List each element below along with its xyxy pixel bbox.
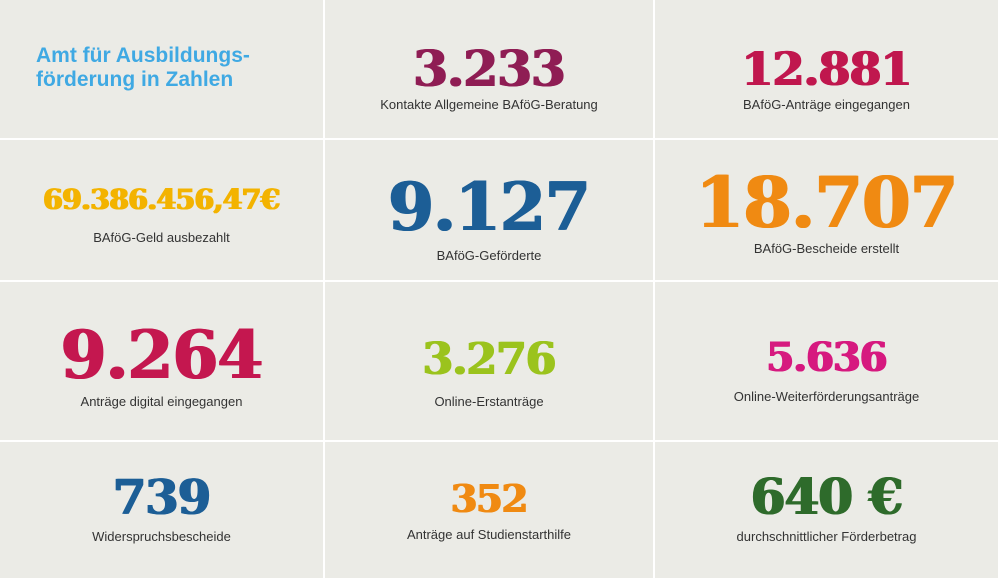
- stat-card-weiterfoerderung: 5.636 Online-Weiterförderungsanträge: [655, 282, 1000, 442]
- stat-label: Anträge digital eingegangen: [80, 394, 243, 409]
- stat-card-foerderbetrag: 640 € durchschnittlicher Förderbetrag: [655, 442, 1000, 580]
- stat-value: 3.233: [413, 39, 566, 98]
- stat-value: 9.127: [388, 168, 591, 246]
- title-line-2: förderung in Zahlen: [36, 68, 234, 91]
- stat-label: Kontakte Allgemeine BAföG-Beratung: [380, 97, 598, 112]
- stat-value: 352: [450, 476, 528, 521]
- stat-card-gefoerderte: 9.127 BAföG-Geförderte: [325, 140, 655, 282]
- stat-card-erstantraege: 3.276 Online-Erstanträge: [325, 282, 655, 442]
- title-cell: Amt für Ausbildungs- förderung in Zahlen: [0, 0, 325, 140]
- stat-card-bescheide: 18.707 BAföG-Bescheide erstellt: [655, 140, 1000, 282]
- stat-card-studienstarthilfe: 352 Anträge auf Studienstarthilfe: [325, 442, 655, 580]
- stat-card-geld: 69.386.456,47€ BAföG-Geld ausbezahlt: [0, 140, 325, 282]
- stat-value: 5.636: [766, 334, 887, 381]
- stat-label: BAföG-Geld ausbezahlt: [93, 230, 230, 245]
- stat-value: 739: [112, 470, 211, 526]
- stat-value: 18.707: [695, 161, 959, 244]
- stat-label: Online-Erstanträge: [434, 394, 544, 409]
- stat-label: BAföG-Bescheide erstellt: [753, 241, 900, 256]
- stat-value: 12.881: [741, 42, 912, 96]
- stat-label: Online-Weiterförderungsanträge: [733, 389, 920, 404]
- stat-label: BAföG-Anträge eingegangen: [743, 97, 910, 112]
- stat-card-widerspruch: 739 Widerspruchsbescheide: [0, 442, 325, 580]
- stat-card-antraege: 12.881 BAföG-Anträge eingegangen: [655, 0, 1000, 140]
- stat-label: durchschnittlicher Förderbetrag: [736, 529, 917, 544]
- stat-value: 640 €: [750, 467, 904, 526]
- title-line-1: Amt für Ausbildungs-: [36, 44, 250, 67]
- stat-card-beratung: 3.233 Kontakte Allgemeine BAföG-Beratung: [325, 0, 655, 140]
- stat-value: 3.276: [422, 334, 557, 385]
- page-title: Amt für Ausbildungs- förderung in Zahlen: [36, 44, 250, 92]
- stat-value: 9.264: [60, 316, 264, 394]
- stat-card-digital: 9.264 Anträge digital eingegangen: [0, 282, 325, 442]
- stat-label: Widerspruchsbescheide: [92, 529, 231, 544]
- stat-label: BAföG-Geförderte: [436, 248, 542, 263]
- stat-value: 69.386.456,47€: [43, 183, 280, 216]
- stat-label: Anträge auf Studienstarthilfe: [406, 527, 572, 542]
